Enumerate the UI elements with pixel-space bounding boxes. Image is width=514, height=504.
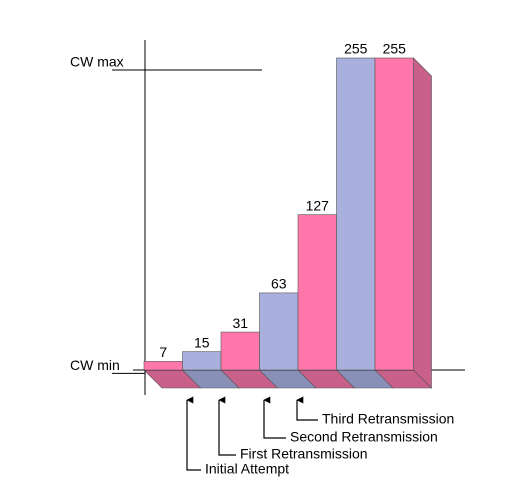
- value-label: 255: [383, 41, 407, 57]
- bar: [336, 57, 376, 371]
- y-tick-label: CW max: [70, 54, 124, 70]
- annotation-arrow: [296, 396, 318, 421]
- value-label: 7: [159, 344, 167, 360]
- bar: [143, 361, 183, 371]
- annotation: Third Retransmission: [322, 411, 454, 427]
- value-label: 255: [344, 41, 368, 57]
- annotation: First Retransmission: [240, 446, 368, 462]
- annotation: Initial Attempt: [205, 461, 289, 477]
- annotation-arrow: [218, 396, 236, 456]
- bar: [182, 351, 222, 371]
- annotation-arrow: [186, 396, 201, 471]
- bar-side: [413, 57, 432, 389]
- value-label: 63: [271, 276, 287, 292]
- bar: [259, 292, 299, 371]
- value-label: 31: [232, 315, 248, 331]
- bar: [220, 331, 260, 371]
- value-label: 127: [306, 197, 330, 213]
- annotation: Second Retransmission: [290, 429, 438, 445]
- y-tick-label: CW min: [70, 357, 120, 373]
- value-label: 15: [194, 334, 210, 350]
- annotation-arrow: [263, 396, 286, 439]
- bar: [297, 214, 337, 371]
- bar: [374, 57, 414, 371]
